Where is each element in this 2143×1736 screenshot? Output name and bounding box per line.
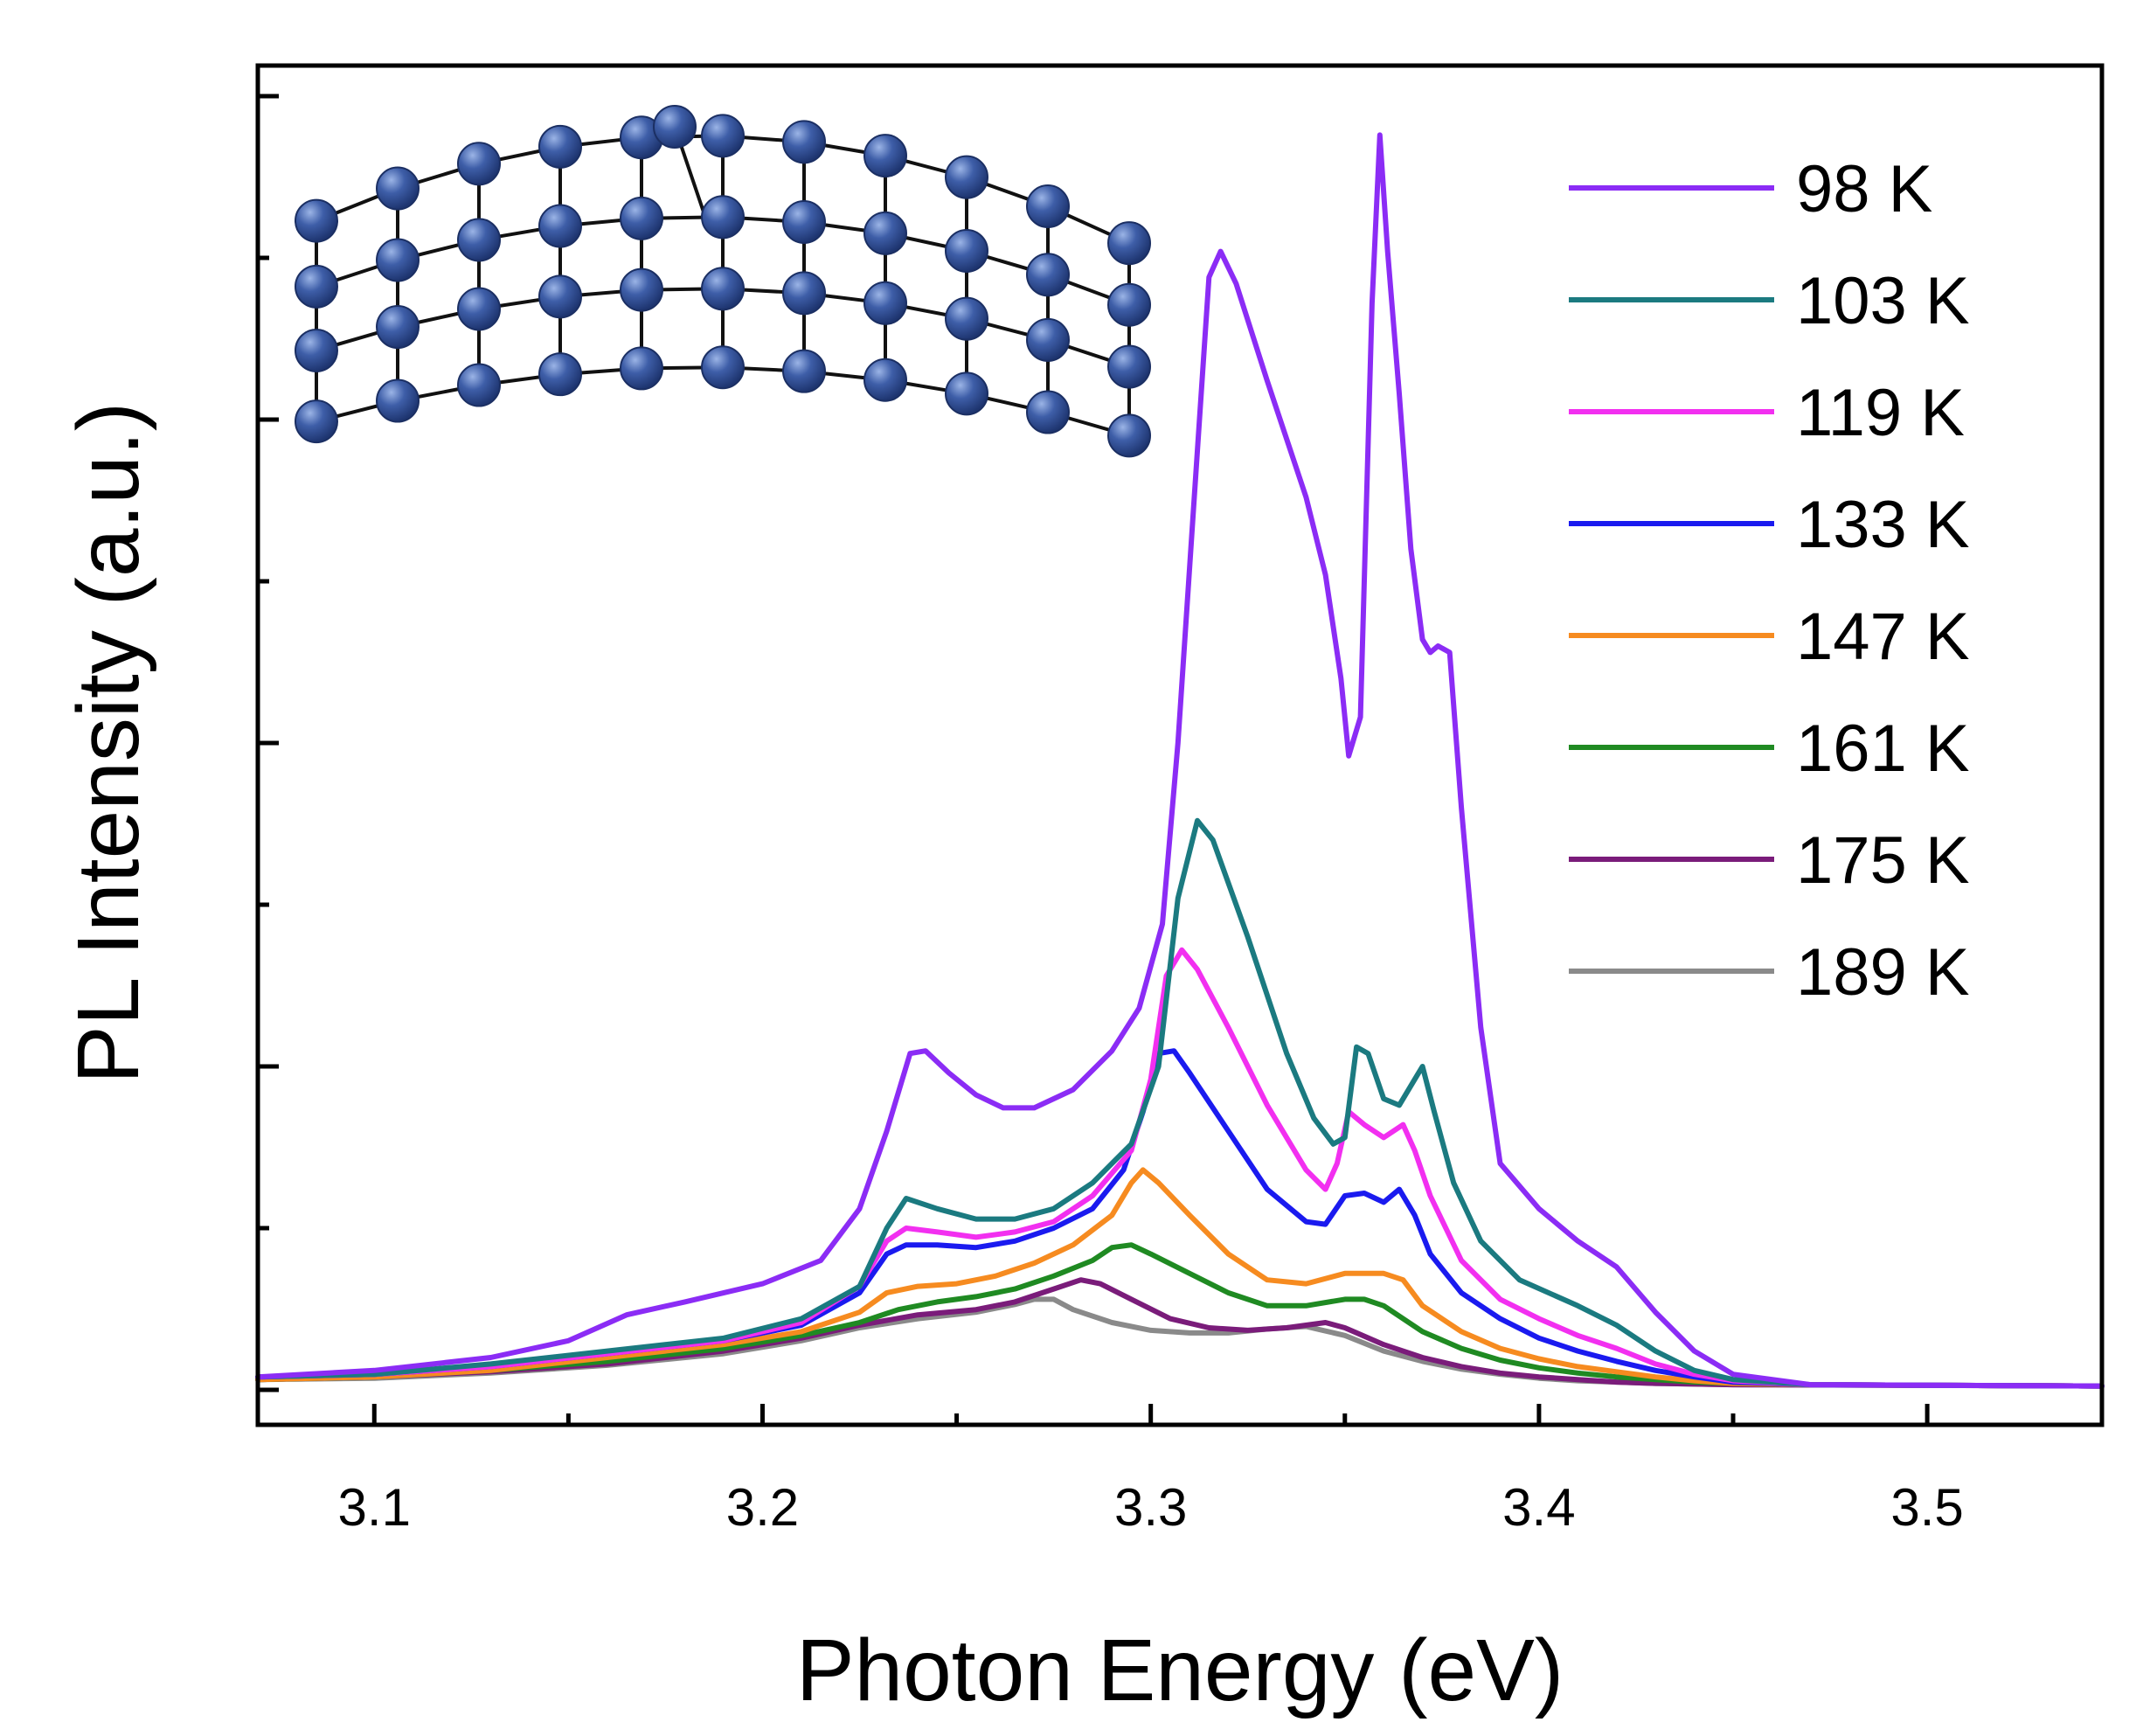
lattice-atom — [782, 120, 826, 164]
legend-label: 119 K — [1796, 376, 1965, 450]
lattice-atom — [1107, 282, 1151, 327]
x-tick-label: 3.1 — [338, 1478, 411, 1537]
legend: 98 K 103 K 119 K 133 K 147 K 161 K 175 K 189 K — [1569, 152, 1970, 1010]
x-tick-label: 3.5 — [1890, 1478, 1963, 1537]
lattice-atom — [376, 305, 420, 350]
series-line-98-k — [255, 132, 2105, 1389]
lattice-atom — [376, 166, 420, 211]
lattice-atom — [782, 199, 826, 244]
lattice-atom — [863, 281, 907, 325]
lattice-atom — [1026, 317, 1070, 362]
lattice-atom — [295, 264, 338, 309]
lattice-atom — [457, 287, 501, 331]
lattice-atom — [863, 134, 907, 178]
lattice-atom — [376, 238, 420, 282]
lattice-atom — [1026, 390, 1070, 434]
lattice-atom — [1107, 221, 1151, 266]
x-tick-label: 3.2 — [726, 1478, 799, 1537]
lattice-atom — [538, 352, 582, 397]
legend-label: 103 K — [1796, 264, 1970, 338]
lattice-atom — [457, 142, 501, 186]
lattice-atom — [782, 271, 826, 316]
legend-label: 147 K — [1796, 600, 1970, 674]
lattice-atom — [653, 105, 697, 149]
lattice-atom — [620, 267, 663, 312]
series-layer — [255, 132, 2105, 1389]
lattice-atom — [782, 349, 826, 393]
lattice-atom — [701, 195, 745, 240]
y-axis-title: PL Intensity (a.u.) — [59, 402, 157, 1084]
lattice-atom — [1026, 253, 1070, 297]
lattice-atom — [376, 378, 420, 423]
legend-label: 189 K — [1796, 935, 1970, 1010]
bent-crystal-lattice-illustration — [295, 105, 1151, 458]
x-tick-label: 3.4 — [1502, 1478, 1575, 1537]
lattice-atom — [701, 267, 745, 311]
lattice-atom — [701, 345, 745, 390]
lattice-atom — [1107, 413, 1151, 458]
series-line-119-k — [255, 947, 2105, 1389]
legend-label: 98 K — [1796, 152, 1932, 226]
tick-layer — [258, 94, 1930, 1425]
lattice-atom — [295, 328, 338, 372]
lattice-atom — [945, 228, 988, 273]
series-line-147-k — [255, 1167, 2105, 1389]
lattice-atom — [945, 155, 988, 199]
lattice-atom — [538, 274, 582, 319]
legend-label: 175 K — [1796, 823, 1970, 898]
x-tick-label: 3.3 — [1114, 1478, 1187, 1537]
lattice-atom — [457, 363, 501, 407]
lattice-atom — [863, 211, 907, 255]
lattice-atom — [701, 114, 745, 158]
lattice-atom — [538, 204, 582, 248]
lattice-atom — [945, 372, 988, 416]
lattice-atom — [620, 196, 663, 240]
lattice-atom — [620, 346, 663, 391]
lattice-atom — [295, 399, 338, 444]
series-line-161-k — [255, 1242, 2105, 1389]
legend-label: 161 K — [1796, 712, 1970, 786]
series-line-103-k — [255, 817, 2105, 1389]
x-axis-title: Photon Energy (eV) — [796, 1621, 1564, 1719]
lattice-atom — [945, 296, 988, 341]
lattice-atom — [538, 124, 582, 169]
lattice-atom — [457, 218, 501, 262]
lattice-atom — [1026, 184, 1070, 228]
x-tick-labels: 3.1 3.2 3.3 3.4 3.5 — [338, 1478, 1964, 1537]
lattice-atom — [863, 358, 907, 402]
legend-label: 133 K — [1796, 488, 1970, 562]
lattice-atom — [1107, 344, 1151, 389]
series-line-133-k — [255, 1048, 2105, 1389]
lattice-atom — [295, 198, 338, 243]
